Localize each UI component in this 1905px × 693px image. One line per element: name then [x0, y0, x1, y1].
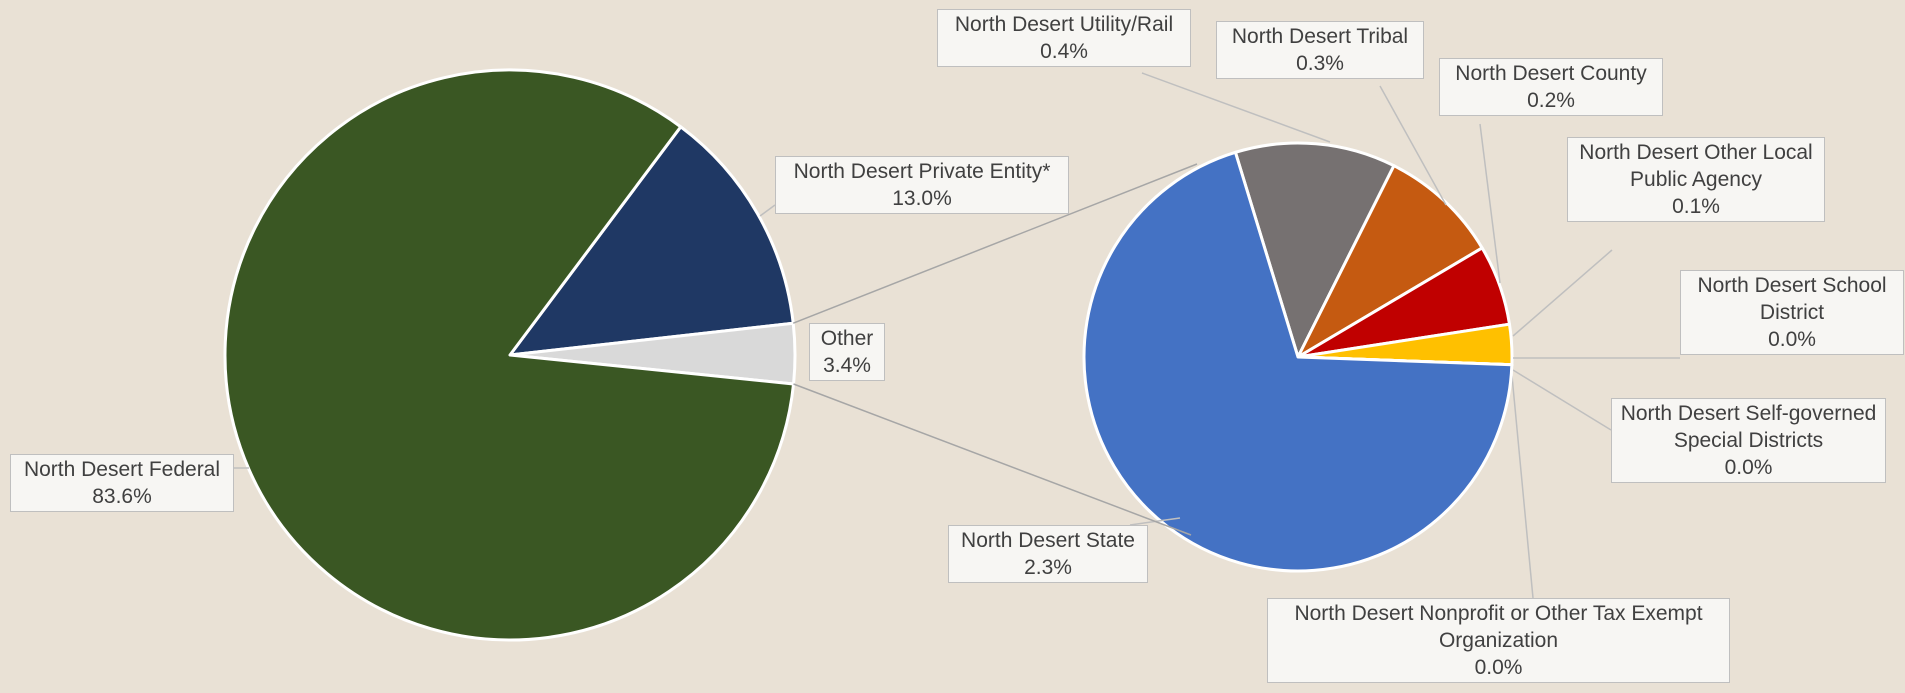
value-label: 2.3% — [1024, 556, 1072, 579]
category-name: North Desert County — [1455, 62, 1647, 85]
category-name: North Desert School District — [1697, 274, 1887, 324]
category-name: North Desert State — [961, 529, 1135, 552]
data-label: North Desert State 2.3% — [948, 525, 1148, 583]
leader-line — [1479, 123, 1501, 284]
leader-line — [1379, 85, 1447, 206]
data-label: North Desert Federal 83.6% — [10, 454, 234, 512]
value-label: 0.0% — [1768, 328, 1816, 351]
value-label: 0.1% — [1672, 195, 1720, 218]
value-label: 0.0% — [1724, 456, 1773, 479]
leader-line — [1141, 72, 1331, 143]
pie-slice — [223, 68, 796, 642]
connector-line — [792, 163, 1198, 324]
category-name: North Desert Utility/Rail — [954, 13, 1174, 36]
data-label: Other 3.4% — [809, 323, 885, 381]
value-label: 3.4% — [823, 354, 871, 377]
value-label: 0.4% — [1040, 40, 1088, 63]
category-name: North Desert Private Entity* — [793, 160, 1051, 183]
data-label: North Desert Utility/Rail 0.4% — [937, 9, 1191, 67]
category-name: North Desert Other Local Public Agency — [1579, 141, 1813, 191]
value-label: 0.2% — [1527, 89, 1575, 112]
value-label: 13.0% — [892, 187, 952, 210]
value-label: 0.3% — [1296, 52, 1344, 75]
data-label: North Desert Private Entity* 13.0% — [775, 156, 1069, 214]
data-label: North Desert County 0.2% — [1439, 58, 1663, 116]
category-name: Other — [820, 327, 874, 350]
category-name: North Desert Nonprofit or Other Tax Exem… — [1294, 602, 1703, 652]
data-label: North Desert School District 0.0% — [1680, 270, 1904, 355]
data-label: North Desert Nonprofit or Other Tax Exem… — [1267, 598, 1730, 683]
value-label: 83.6% — [92, 485, 152, 508]
leader-line — [1511, 375, 1534, 599]
data-label: North Desert Self-governed Special Distr… — [1611, 398, 1886, 483]
data-label: North Desert Other Local Public Agency 0.… — [1567, 137, 1825, 222]
category-name: North Desert Federal — [23, 458, 221, 481]
category-name: North Desert Self-governed Special Distr… — [1620, 402, 1877, 452]
leader-line — [1512, 249, 1613, 337]
value-label: 0.0% — [1474, 656, 1523, 679]
category-name: North Desert Tribal — [1231, 25, 1409, 48]
leader-line — [759, 204, 776, 217]
data-label: North Desert Tribal 0.3% — [1216, 21, 1424, 79]
leader-line — [1512, 369, 1612, 431]
connector-line — [793, 383, 1192, 536]
pie-slice — [508, 125, 795, 357]
pie-slice — [1233, 141, 1396, 359]
